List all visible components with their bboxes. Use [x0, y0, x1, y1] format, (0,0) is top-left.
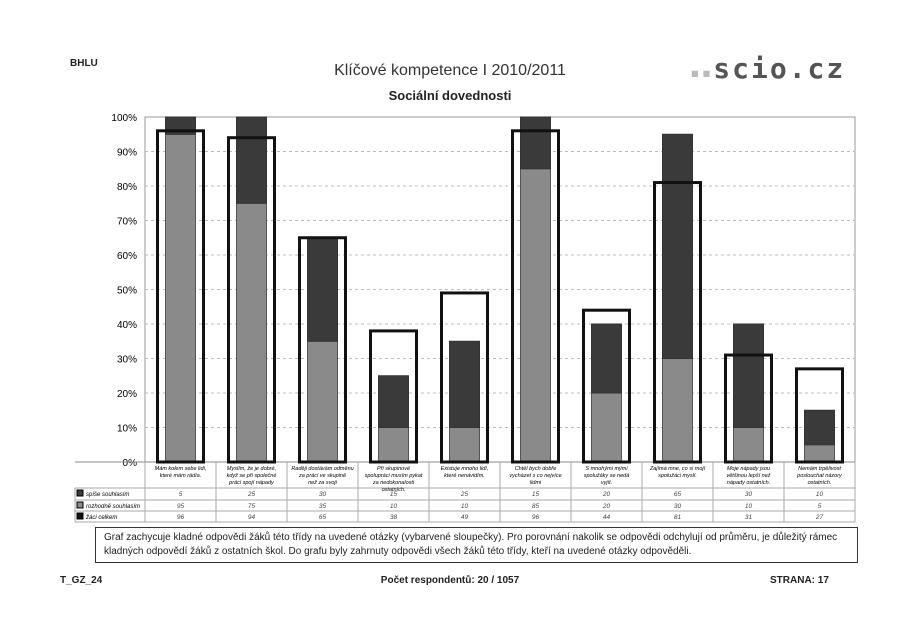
table-cell: 10 [816, 491, 824, 498]
y-tick-label: 10% [117, 424, 137, 435]
bar-spise [520, 116, 551, 170]
table-cell: 75 [248, 503, 256, 510]
table-cell: 81 [674, 514, 682, 521]
table-cell: 31 [745, 514, 753, 521]
bar-rozhodne [520, 168, 551, 463]
bar-spise [804, 409, 835, 446]
y-tick-label: 70% [117, 217, 137, 228]
bar-spise [378, 375, 409, 428]
y-tick-label: 20% [117, 389, 137, 400]
category-label: S mnohými mými spolužáky se nedá vyjít. [584, 466, 630, 486]
page-number: STRANA: 17 [770, 575, 829, 586]
category-label: Nemám trpělivost poslouchat názory ostatní… [796, 466, 843, 486]
table-cell: 5 [818, 503, 822, 510]
bar-total-outline [582, 308, 631, 464]
table-cell: 25 [460, 491, 469, 498]
table-cell: 10 [390, 503, 398, 510]
table-cell: 95 [177, 503, 185, 510]
legend-label: spíše souhlasím [86, 492, 129, 498]
chart-note: Graf zachycuje kladné odpovědi žáků této… [95, 527, 858, 563]
table-cell: 20 [602, 491, 611, 498]
table-cell: 65 [319, 514, 327, 521]
table-cell: 30 [745, 491, 753, 498]
legend-swatch [76, 501, 84, 509]
legend-swatch [76, 489, 84, 497]
bar-spise [733, 323, 764, 428]
table-cell: 10 [745, 503, 753, 510]
legend-swatch [76, 512, 84, 520]
table-cell: 15 [532, 491, 540, 498]
table-cell: 44 [603, 514, 611, 521]
table-cell: 96 [177, 514, 185, 521]
bar-spise [236, 116, 267, 204]
table-cell: 30 [319, 491, 327, 498]
category-label: Mám kolem sebe lidi, které mám rád/a. [155, 466, 207, 479]
bar-spise [449, 340, 480, 428]
table-cell: 65 [674, 491, 682, 498]
bar-total-outline [511, 129, 560, 464]
table-cell: 96 [532, 514, 540, 521]
bar-total-outline [653, 181, 702, 464]
report-title: Klíčové kompetence I 2010/2011 [334, 62, 566, 79]
chart-title: Sociální dovednosti [388, 88, 512, 103]
y-tick-label: 60% [117, 251, 137, 262]
bar-spise [591, 323, 622, 394]
bar-rozhodne [165, 133, 196, 463]
y-tick-label: 50% [117, 286, 137, 297]
category-label: Existuje mnoho lidí, které nenávidím. [441, 466, 489, 479]
respondent-count: Počet respondentů: 20 / 1057 [380, 575, 520, 586]
bar-rozhodne [591, 392, 622, 463]
school-code: BHLU [70, 58, 98, 69]
category-label: Moje nápady jsou většinou lepší než nápady… [726, 466, 770, 486]
y-tick-label: 40% [117, 320, 137, 331]
table-cell: 27 [815, 514, 824, 521]
table-cell: 38 [390, 514, 398, 521]
category-label: Myslím, že je dobré, když se při společné… [227, 466, 277, 486]
bar-rozhodne [804, 444, 835, 463]
table-cell: 25 [247, 491, 256, 498]
bar-total-outline [227, 136, 276, 464]
bar-total-outline [440, 291, 489, 464]
legend-label: rozhodně souhlasím [86, 504, 140, 510]
category-label: Při skupinové spolupráci musím pykat za ne… [365, 466, 423, 493]
table-cell: 94 [248, 514, 256, 521]
table-cell: 20 [602, 503, 611, 510]
bar-spise [307, 237, 338, 342]
category-label: Raději dostávám odměnu za práci ve skupin… [291, 466, 353, 486]
y-tick-label: 80% [117, 182, 137, 193]
table-cell: 5 [179, 491, 183, 498]
scio-logo: ▪▪scio.cz [690, 52, 846, 85]
bar-total-outline [369, 329, 418, 464]
y-tick-label: 100% [111, 113, 137, 124]
table-cell: 49 [461, 514, 469, 521]
table-cell: 35 [319, 503, 327, 510]
bar-total-outline [298, 236, 347, 464]
table-cell: 30 [674, 503, 682, 510]
bar-rozhodne [662, 358, 693, 463]
bar-rozhodne [236, 202, 267, 463]
bar-total-outline [156, 129, 205, 464]
table-cell: 10 [461, 503, 469, 510]
bar-chart: 0% 10% 20% 30% 40% 50% 60% 70% 80% 90% 100% spíše s… [74, 113, 856, 523]
table-cell: 85 [532, 503, 540, 510]
report-code: T_GZ_24 [60, 575, 103, 586]
bar-rozhodne [449, 427, 480, 463]
bar-total-outline [795, 367, 844, 464]
y-tick-label: 90% [117, 148, 137, 159]
legend-label: žáci celkem [85, 515, 117, 521]
bar-total-outline [724, 353, 773, 464]
category-label: Chtěl bych dobře vycházet s co nejvíce lid… [509, 466, 561, 486]
bar-rozhodne [733, 427, 764, 463]
table-cell: 15 [390, 491, 398, 498]
y-tick-label: 30% [117, 355, 137, 366]
bar-spise [662, 133, 693, 359]
bar-rozhodne [307, 340, 338, 463]
y-tick-label: 0% [123, 458, 138, 469]
category-label: Zajímá mne, co si mojí spolužáci myslí. [649, 466, 706, 479]
bar-rozhodne [378, 427, 409, 463]
